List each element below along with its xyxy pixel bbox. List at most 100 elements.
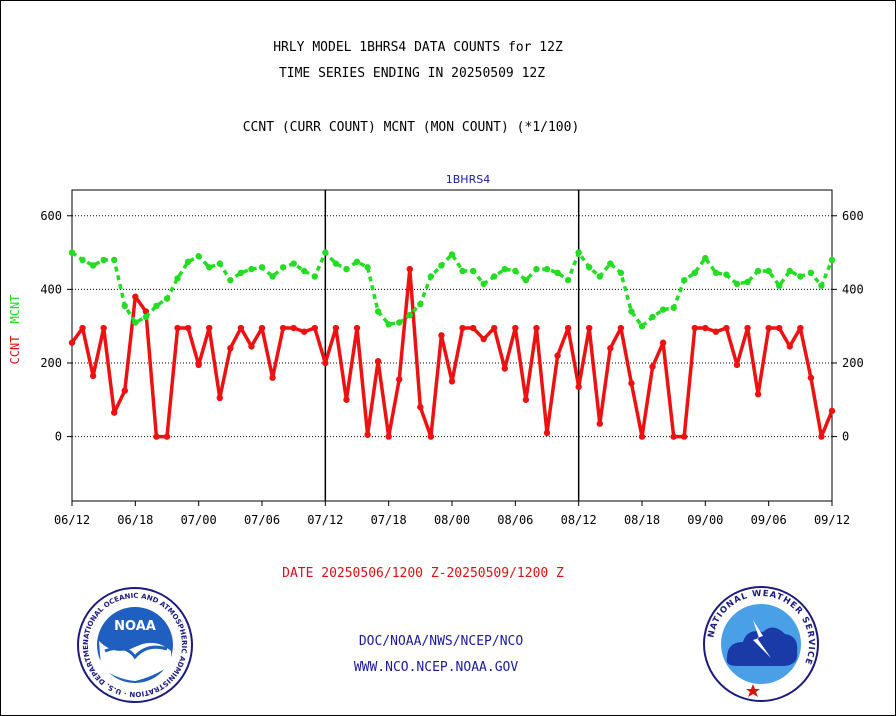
data-point-ccnt bbox=[480, 335, 487, 343]
data-point-mcnt bbox=[807, 269, 815, 277]
data-point-mcnt bbox=[818, 282, 825, 289]
data-point-ccnt bbox=[670, 433, 677, 440]
data-point-mcnt bbox=[733, 280, 741, 288]
data-point-ccnt bbox=[438, 332, 445, 339]
data-point-ccnt bbox=[586, 324, 593, 332]
data-point-ccnt bbox=[353, 324, 361, 332]
data-point-mcnt bbox=[543, 265, 551, 273]
y-tick-label-left: 600 bbox=[40, 209, 62, 223]
chart-title-line1: HRLY MODEL 1BHRS4 DATA COUNTS for 12Z bbox=[273, 40, 563, 55]
data-point-mcnt bbox=[121, 302, 128, 310]
data-point-ccnt bbox=[638, 433, 646, 440]
data-point-ccnt bbox=[765, 324, 772, 332]
org-line: DOC/NOAA/NWS/NCEP/NCO bbox=[358, 634, 524, 649]
data-point-mcnt bbox=[448, 251, 456, 258]
data-point-ccnt bbox=[364, 431, 371, 438]
data-point-ccnt bbox=[607, 345, 614, 352]
data-point-mcnt bbox=[111, 256, 118, 264]
data-point-mcnt bbox=[269, 273, 276, 280]
data-point-ccnt bbox=[807, 374, 815, 381]
data-point-mcnt bbox=[311, 273, 318, 280]
data-point-mcnt bbox=[206, 264, 213, 271]
chart-title-line2: TIME SERIES ENDING IN 20250509 12Z bbox=[278, 66, 546, 81]
series-line-ccnt bbox=[70, 267, 834, 439]
data-point-mcnt bbox=[343, 265, 350, 273]
data-point-mcnt bbox=[438, 262, 445, 269]
data-point-mcnt bbox=[237, 269, 245, 277]
data-point-ccnt bbox=[417, 403, 424, 411]
date-range-label: DATE 20250506/1200 Z-20250509/1200 Z bbox=[282, 566, 564, 581]
data-point-mcnt bbox=[522, 276, 530, 284]
data-point-ccnt bbox=[79, 324, 86, 332]
data-point-ccnt bbox=[121, 387, 128, 394]
data-point-mcnt bbox=[786, 267, 793, 275]
data-point-mcnt bbox=[607, 260, 614, 267]
data-point-mcnt bbox=[258, 264, 266, 271]
data-point-mcnt bbox=[628, 308, 635, 315]
data-point-ccnt bbox=[776, 324, 783, 332]
data-point-mcnt bbox=[163, 295, 171, 302]
nws-logo: NATIONAL WEATHER SERVICE bbox=[703, 586, 819, 702]
data-point-ccnt bbox=[227, 345, 234, 352]
data-point-mcnt bbox=[776, 282, 783, 289]
data-point-mcnt bbox=[301, 267, 308, 275]
y-tick-label-right: 600 bbox=[842, 209, 864, 223]
data-point-ccnt bbox=[153, 433, 160, 440]
x-tick-label: 08/18 bbox=[624, 513, 660, 527]
data-point-mcnt bbox=[491, 273, 498, 280]
data-point-ccnt bbox=[237, 324, 245, 332]
data-point-mcnt bbox=[564, 276, 572, 284]
x-tick-label: 08/06 bbox=[497, 513, 533, 527]
data-point-ccnt bbox=[427, 433, 435, 440]
data-point-ccnt bbox=[543, 429, 551, 437]
data-point-ccnt bbox=[512, 324, 519, 332]
x-tick-label: 06/18 bbox=[117, 513, 153, 527]
data-point-ccnt bbox=[828, 407, 836, 415]
data-point-ccnt bbox=[132, 293, 139, 300]
data-point-mcnt bbox=[374, 308, 382, 315]
data-point-ccnt bbox=[111, 409, 118, 416]
noaa-logo: NOAA NATIONAL OCEANIC AND ATMOSPHERIC AD… bbox=[75, 585, 193, 703]
data-point-mcnt bbox=[512, 267, 519, 275]
x-tick-label: 07/18 bbox=[371, 513, 407, 527]
data-point-mcnt bbox=[638, 322, 646, 330]
data-point-ccnt bbox=[702, 324, 709, 332]
x-tick-label: 09/12 bbox=[814, 513, 850, 527]
data-point-ccnt bbox=[195, 361, 202, 369]
data-point-ccnt bbox=[575, 383, 582, 391]
url-line: WWW.NCO.NCEP.NOAA.GOV bbox=[353, 660, 519, 675]
data-point-ccnt bbox=[311, 324, 318, 332]
data-point-mcnt bbox=[364, 264, 371, 271]
data-point-mcnt bbox=[649, 313, 656, 321]
data-point-ccnt bbox=[332, 324, 340, 332]
data-point-ccnt bbox=[68, 339, 76, 346]
y-tick-label-right: 200 bbox=[842, 356, 864, 370]
y-axis-label: CCNT MCNT bbox=[8, 295, 22, 365]
data-point-mcnt bbox=[469, 267, 477, 275]
data-point-ccnt bbox=[797, 324, 804, 332]
data-point-ccnt bbox=[100, 324, 107, 332]
y-axis-label-ccnt: CCNT bbox=[8, 336, 22, 365]
nws-lightning-icon bbox=[753, 620, 771, 658]
y-tick-label-right: 0 bbox=[842, 430, 849, 444]
data-point-mcnt bbox=[290, 260, 297, 267]
x-tick-label: 06/12 bbox=[54, 513, 90, 527]
data-point-ccnt bbox=[649, 363, 656, 370]
data-point-mcnt bbox=[396, 319, 403, 326]
data-point-ccnt bbox=[396, 376, 403, 383]
data-point-ccnt bbox=[385, 433, 392, 440]
data-point-mcnt bbox=[480, 280, 487, 288]
data-point-mcnt bbox=[184, 258, 192, 265]
data-point-ccnt bbox=[258, 324, 266, 332]
data-point-mcnt bbox=[586, 264, 593, 271]
data-point-ccnt bbox=[184, 324, 192, 332]
x-tick-label: 09/00 bbox=[687, 513, 723, 527]
x-tick-label: 07/12 bbox=[307, 513, 343, 527]
nws-star-icon bbox=[746, 684, 760, 697]
data-point-ccnt bbox=[744, 324, 751, 332]
data-point-ccnt bbox=[659, 339, 667, 346]
data-point-mcnt bbox=[332, 260, 340, 267]
data-point-ccnt bbox=[469, 324, 477, 332]
data-point-ccnt bbox=[596, 420, 603, 427]
chart-subtitle: CCNT (CURR COUNT) MCNT (MON COUNT) (*1/1… bbox=[242, 120, 580, 135]
